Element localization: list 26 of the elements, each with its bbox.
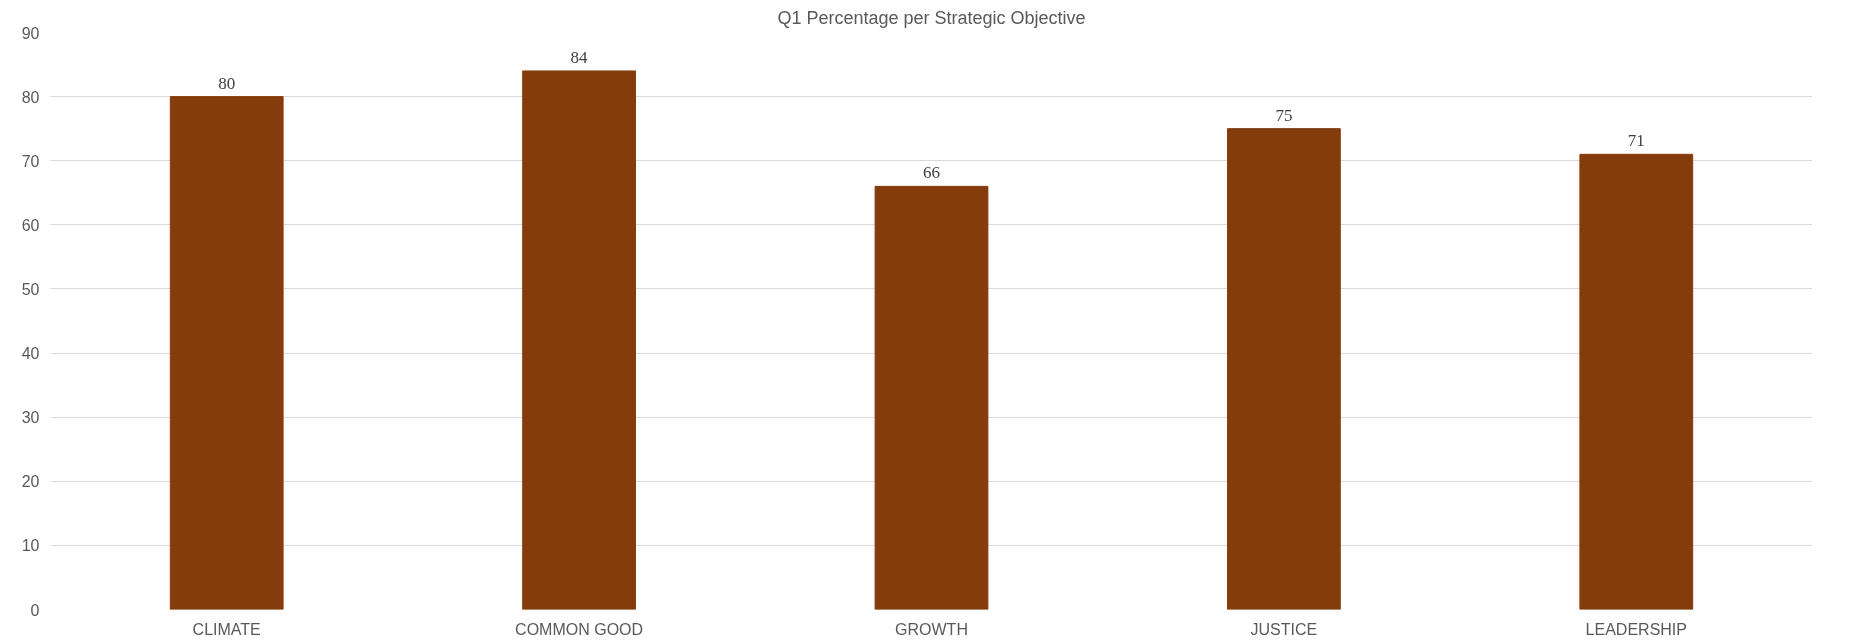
- y-tick-label: 90: [21, 24, 40, 42]
- bar: [522, 70, 636, 610]
- data-label: 71: [1627, 131, 1645, 151]
- x-tick-label: JUSTICE: [1250, 620, 1318, 638]
- x-tick-label: CLIMATE: [192, 620, 261, 638]
- y-tick-label: 10: [21, 537, 40, 555]
- data-label: 84: [570, 47, 589, 67]
- bar: [169, 96, 284, 610]
- y-tick-label: 0: [30, 601, 40, 619]
- x-tick-label: LEADERSHIP: [1585, 620, 1687, 638]
- y-tick-label: 70: [21, 152, 40, 170]
- bar: [1579, 153, 1694, 610]
- data-label: 80: [218, 73, 236, 93]
- data-label: 75: [1275, 105, 1293, 125]
- bar: [874, 185, 989, 610]
- y-tick-label: 30: [21, 409, 40, 427]
- x-tick-label: GROWTH: [895, 620, 968, 638]
- y-tick-label: 40: [21, 345, 40, 363]
- y-tick-label: 60: [21, 216, 40, 234]
- data-label: 66: [923, 163, 940, 183]
- y-tick-label: 50: [21, 280, 40, 298]
- bar: [1227, 128, 1341, 610]
- x-tick-label: COMMON GOOD: [515, 620, 644, 638]
- chart-title: Q1 Percentage per Strategic Objective: [777, 7, 1086, 28]
- y-tick-label: 80: [21, 88, 40, 106]
- y-tick-label: 20: [21, 473, 40, 491]
